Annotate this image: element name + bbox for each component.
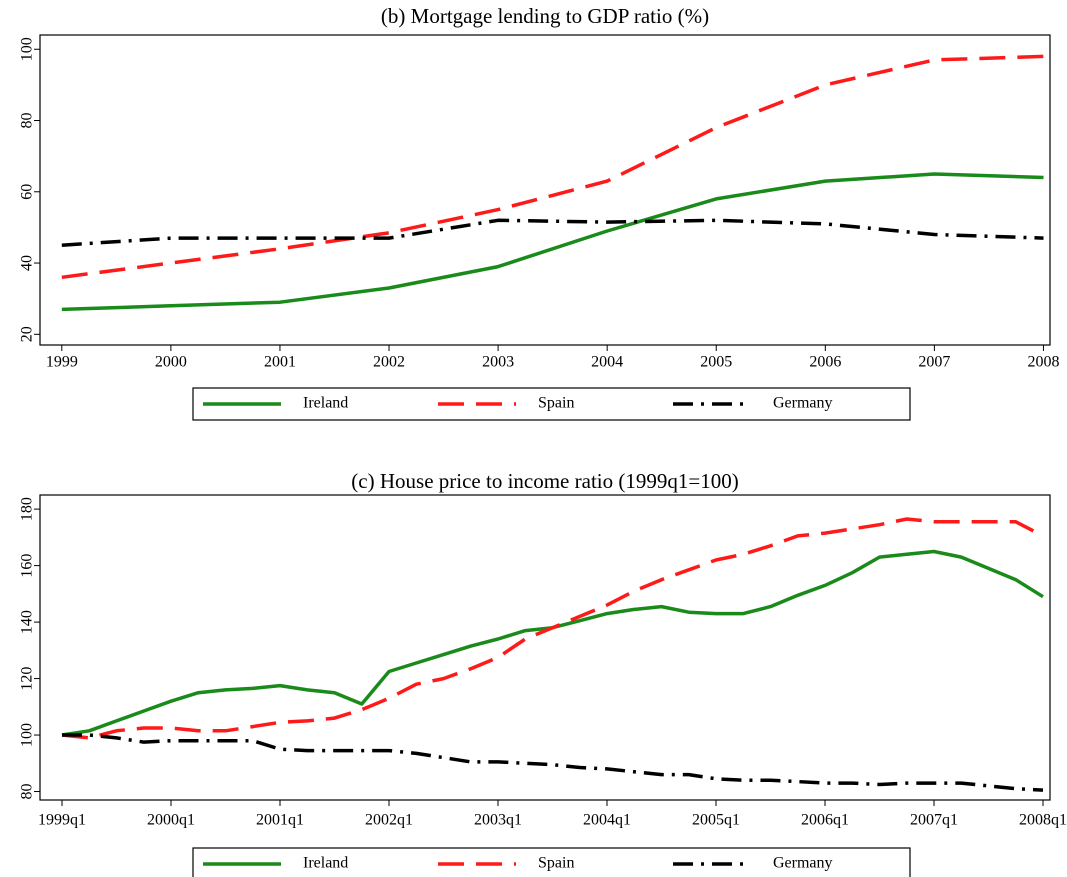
x-tick-label: 2008q1 [1019, 812, 1067, 829]
series-line [62, 733, 1044, 792]
x-tick-label: 2003 [482, 354, 514, 371]
y-tick-label: 100 [19, 37, 36, 61]
plot-frame [39, 494, 1051, 801]
series-line [61, 218, 1044, 247]
x-tick-label: 2005 [700, 354, 732, 371]
x-tick-label: 1999 [46, 354, 78, 371]
legend-label: Spain [538, 395, 574, 412]
y-tick-label: 140 [19, 610, 36, 634]
x-tick-label: 2004 [591, 354, 623, 371]
x-tick-label: 2002 [373, 354, 405, 371]
legend-label: Ireland [303, 395, 348, 412]
chart-title: (b) Mortgage lending to GDP ratio (%) [381, 4, 709, 28]
x-tick-label: 2004q1 [583, 812, 631, 829]
y-tick-label: 40 [19, 255, 36, 271]
y-tick-label: 100 [19, 723, 36, 747]
y-tick-label: 120 [19, 667, 36, 691]
x-tick-label: 2006q1 [801, 812, 849, 829]
legend-label: Ireland [303, 855, 348, 872]
x-tick-label: 2001q1 [256, 812, 304, 829]
y-tick-label: 160 [19, 554, 36, 578]
series-line [61, 54, 1044, 280]
x-tick-label: 2002q1 [365, 812, 413, 829]
y-tick-label: 80 [19, 784, 36, 800]
y-tick-label: 20 [19, 326, 36, 342]
x-tick-label: 2007q1 [910, 812, 958, 829]
legend-box [192, 387, 911, 421]
y-tick-label: 80 [19, 113, 36, 129]
x-tick-label: 1999q1 [38, 812, 86, 829]
x-tick-label: 2007 [918, 354, 950, 371]
legend-label: Germany [773, 855, 833, 872]
x-tick-label: 2000q1 [147, 812, 195, 829]
legend-box [192, 847, 911, 877]
x-tick-label: 2006 [809, 354, 841, 371]
legend-label: Germany [773, 395, 833, 412]
y-tick-label: 180 [19, 497, 36, 521]
series-line [61, 172, 1044, 312]
series-line [61, 549, 1044, 737]
x-tick-label: 2005q1 [692, 812, 740, 829]
y-tick-label: 60 [19, 184, 36, 200]
x-tick-label: 2008 [1027, 354, 1059, 371]
x-tick-label: 2000 [155, 354, 187, 371]
x-tick-label: 2003q1 [474, 812, 522, 829]
x-tick-label: 2001 [264, 354, 296, 371]
legend-label: Spain [538, 855, 574, 872]
plot-frame [39, 34, 1051, 346]
series-line [61, 517, 1044, 740]
chart-title: (c) House price to income ratio (1999q1=… [351, 469, 738, 493]
